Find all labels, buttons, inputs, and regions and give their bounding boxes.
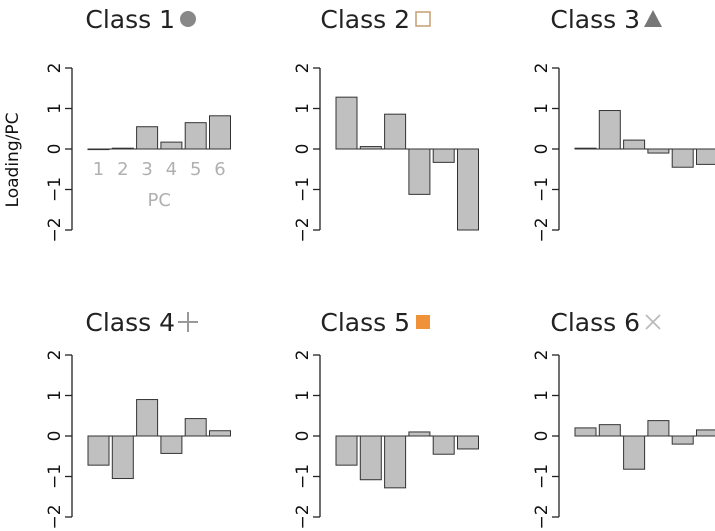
panel-class-6: Class 6 −2 −1 0 1 2 [532, 308, 715, 530]
bar-pc-3 [384, 435, 407, 489]
pc-tick-label: 1 [93, 159, 104, 180]
y-tick-label: 2 [45, 63, 65, 74]
bar-pc-5 [184, 418, 207, 437]
y-tick-label: −1 [532, 464, 552, 489]
bar-pc-1 [335, 435, 358, 466]
y-axis-label: Loading/PC [3, 113, 23, 208]
y-tick-label: 2 [293, 63, 313, 74]
bar-pc-2 [359, 435, 382, 481]
bar-pc-3 [384, 113, 407, 150]
bar-pc-5 [671, 435, 694, 445]
bar-pc-4 [647, 420, 670, 437]
bar-pc-6 [696, 429, 715, 437]
filled-square-marker-icon [416, 315, 430, 329]
y-tick-label: 0 [45, 431, 65, 442]
bar-pc-5 [432, 148, 455, 163]
pc-tick-label: 4 [166, 159, 177, 180]
bar-pc-2 [598, 110, 621, 150]
panel-title: Class 1 [85, 5, 175, 34]
bar-pc-1 [87, 148, 110, 151]
y-tick-label: −1 [45, 464, 65, 489]
y-tick-label: 0 [532, 144, 552, 155]
y-tick-label: 2 [532, 63, 552, 74]
bar-pc-5 [184, 122, 207, 150]
bar-pc-3 [136, 399, 159, 437]
y-tick-label: 0 [532, 431, 552, 442]
y-tick-label: −1 [45, 177, 65, 202]
bar-pc-2 [359, 146, 382, 150]
bar-pc-2 [598, 424, 621, 437]
y-tick-label: −2 [45, 217, 65, 242]
pc-tick-label: 6 [214, 159, 225, 180]
bar-pc-1 [574, 427, 597, 437]
panel-title: Class 4 [85, 308, 175, 337]
bar-pc-4 [408, 431, 431, 437]
open-square-marker-icon [415, 11, 431, 27]
y-tick-label: 0 [293, 144, 313, 155]
bar-pc-5 [432, 435, 455, 455]
bar-pc-1 [87, 435, 110, 466]
y-tick-label: −1 [293, 464, 313, 489]
bar-pc-3 [623, 435, 646, 470]
panel-title: Class 6 [550, 308, 640, 337]
bar-pc-6 [209, 115, 231, 150]
bar-pc-6 [696, 148, 715, 165]
y-tick-label: 0 [293, 431, 313, 442]
circle-marker-icon [180, 11, 196, 27]
bar-pc-5 [671, 148, 694, 168]
y-tick-label: 1 [293, 390, 313, 401]
triangle-marker-icon [644, 10, 662, 27]
panel-class-2: Class 2 −2 −1 0 1 2 [293, 5, 479, 243]
bar-pc-2 [111, 435, 134, 480]
pc-tick-label: 3 [141, 159, 152, 180]
y-tick-label: 1 [532, 390, 552, 401]
plus-marker-icon [178, 312, 198, 332]
y-tick-label: 2 [532, 350, 552, 361]
pc-tick-label: 2 [117, 159, 128, 180]
panel-title: Class 3 [550, 5, 640, 34]
y-tick-label: −2 [45, 504, 65, 529]
y-tick-label: 0 [45, 144, 65, 155]
bar-pc-4 [408, 148, 431, 195]
panel-class-4: Class 4 −2 −1 0 1 2 [45, 308, 231, 530]
y-tick-label: −2 [293, 217, 313, 242]
y-tick-label: −2 [532, 217, 552, 242]
y-tick-label: 1 [45, 103, 65, 114]
panel-class-3: Class 3 −2 −1 0 1 2 [532, 5, 715, 243]
y-tick-label: −1 [532, 177, 552, 202]
y-tick-label: −2 [532, 504, 552, 529]
bar-pc-4 [647, 148, 670, 154]
bar-pc-6 [457, 148, 479, 231]
bar-pc-6 [209, 430, 231, 437]
y-tick-label: 2 [293, 350, 313, 361]
bar-pc-4 [160, 141, 183, 150]
x-axis-label: PC [148, 190, 171, 211]
panel-title: Class 2 [320, 5, 410, 34]
y-tick-label: 1 [293, 103, 313, 114]
bar-pc-6 [457, 435, 479, 450]
bar-pc-1 [574, 147, 597, 150]
cross-marker-icon [645, 314, 661, 330]
y-tick-label: 1 [45, 390, 65, 401]
pc-tick-label: 5 [190, 159, 201, 180]
bar-pc-1 [335, 96, 358, 150]
panel-title: Class 5 [320, 308, 410, 337]
bar-pc-3 [136, 126, 159, 150]
y-tick-label: 2 [45, 350, 65, 361]
bar-pc-4 [160, 435, 183, 454]
y-tick-label: −2 [293, 504, 313, 529]
y-tick-label: −1 [293, 177, 313, 202]
panel-class-5: Class 5 −2 −1 0 1 2 [293, 308, 479, 530]
y-tick-label: 1 [532, 103, 552, 114]
bar-pc-2 [111, 147, 134, 150]
bar-pc-3 [623, 139, 646, 150]
